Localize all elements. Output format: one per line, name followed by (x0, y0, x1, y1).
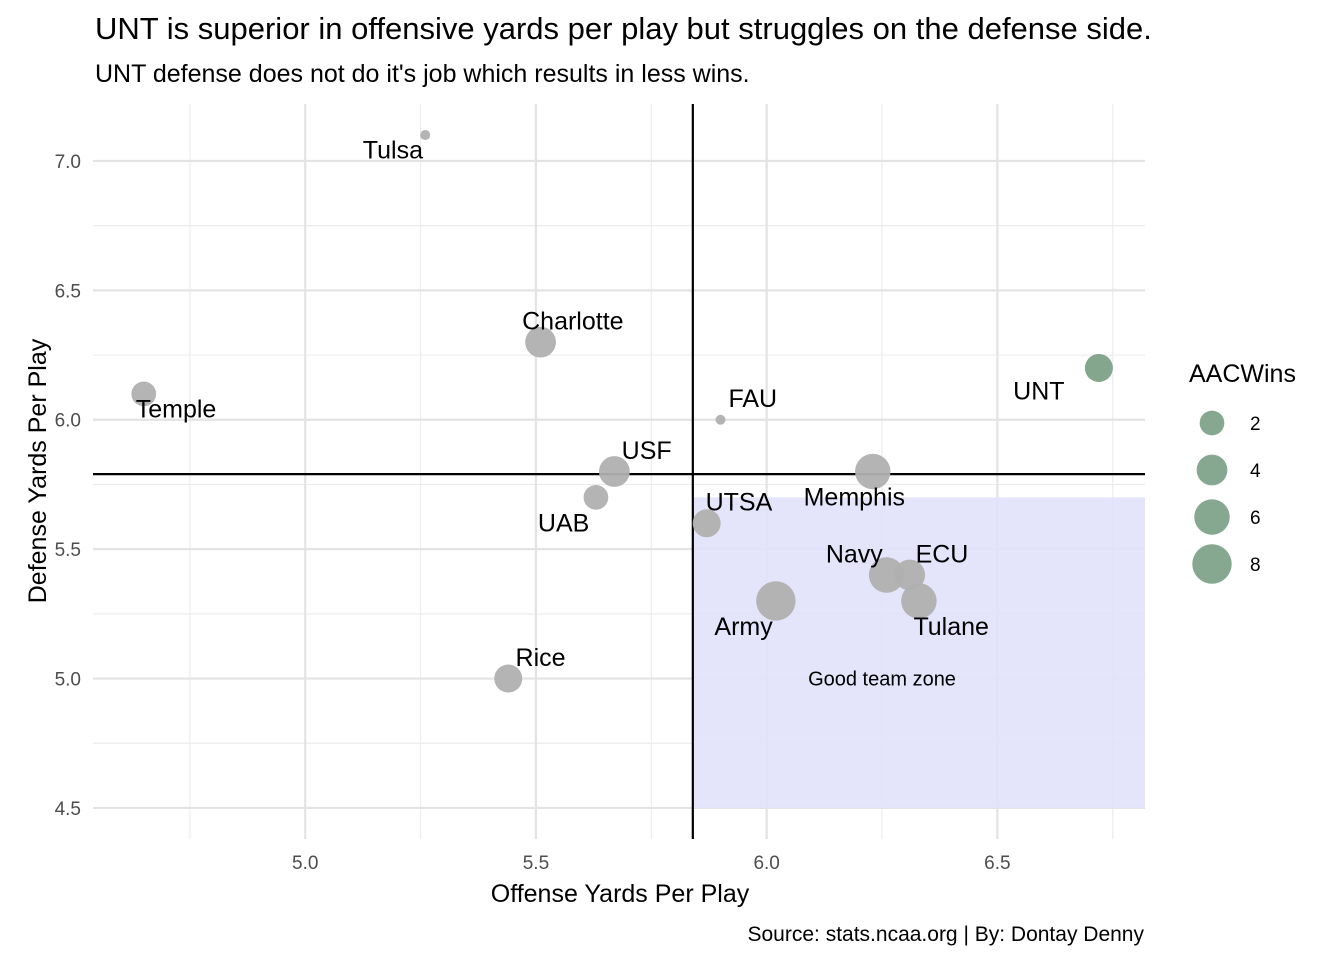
axis-ticks: 5.0 5.5 6.0 6.5 4.5 5.0 5.5 6.0 6.5 7.0 (55, 152, 1011, 874)
data-point-utsa (692, 509, 721, 538)
y-tick-label: 5.5 (55, 540, 81, 561)
team-label-fau: FAU (728, 385, 777, 413)
data-point-navy (868, 557, 905, 593)
team-label-uab: UAB (538, 509, 589, 537)
x-axis-title: Offense Yards Per Play (491, 880, 750, 908)
legend-key-6 (1194, 499, 1230, 535)
data-point-ecu (894, 559, 926, 591)
x-tick-label: 6.5 (984, 853, 1010, 874)
data-point-unt (1084, 353, 1113, 382)
team-label-tulane: Tulane (913, 613, 989, 641)
chart-subtitle: UNT defense does not do it's job which r… (95, 60, 750, 88)
legend-key-4 (1196, 454, 1228, 486)
data-point-tulane (901, 583, 937, 619)
y-tick-label: 6.5 (55, 281, 81, 302)
data-point-temple (131, 381, 157, 407)
chart-title: UNT is superior in offensive yards per p… (95, 11, 1152, 46)
team-label-tulsa: Tulsa (363, 137, 423, 165)
legend-label-8: 8 (1250, 555, 1261, 576)
data-point-memphis (855, 453, 891, 490)
team-label-memphis: Memphis (804, 483, 905, 511)
legend-label-4: 4 (1250, 461, 1261, 482)
team-label-army: Army (714, 613, 773, 641)
y-tick-label: 5.0 (55, 670, 81, 691)
y-axis-title: Defense Yards Per Play (24, 338, 52, 603)
good-team-zone: Good team zone (692, 497, 1145, 808)
team-label-charlotte: Charlotte (522, 307, 623, 335)
data-point-rice (494, 664, 523, 693)
legend-key-8 (1192, 544, 1232, 584)
team-label-temple: Temple (136, 395, 217, 423)
size-legend: AACWins 2 4 6 8 (1189, 360, 1296, 584)
team-label-navy: Navy (826, 540, 883, 568)
team-label-rice: Rice (516, 644, 566, 672)
legend-label-2: 2 (1250, 414, 1261, 435)
data-point-usf (598, 456, 630, 487)
legend-title: AACWins (1189, 360, 1296, 388)
team-label-unt: UNT (1013, 377, 1064, 405)
team-label-ecu: ECU (916, 540, 969, 568)
data-point-fau (715, 414, 726, 425)
x-tick-label: 6.0 (753, 853, 779, 874)
team-labels: Tulsa Charlotte Temple FAU USF UAB Rice Memphis… (136, 137, 1065, 672)
data-point-tulsa (420, 130, 431, 141)
x-tick-label: 5.5 (523, 853, 549, 874)
good-zone-label: Good team zone (808, 669, 956, 691)
x-tick-label: 5.0 (292, 853, 318, 874)
chart-caption: Source: stats.ncaa.org | By: Dontay Denn… (748, 923, 1145, 946)
y-tick-label: 4.5 (55, 799, 81, 820)
y-tick-label: 6.0 (55, 411, 81, 432)
team-label-utsa: UTSA (706, 489, 773, 517)
team-label-usf: USF (622, 437, 672, 465)
legend-label-6: 6 (1250, 508, 1261, 529)
data-points (131, 130, 1113, 693)
data-point-army (756, 581, 796, 621)
y-tick-label: 7.0 (55, 152, 81, 173)
good-zone-rect (692, 497, 1145, 808)
legend-key-2 (1199, 410, 1225, 436)
data-point-uab (583, 485, 609, 510)
data-point-charlotte (525, 326, 556, 358)
